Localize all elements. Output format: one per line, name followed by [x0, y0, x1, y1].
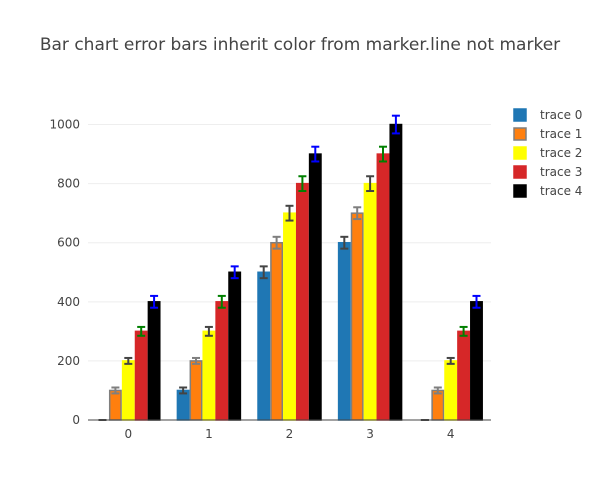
bar [470, 301, 483, 421]
legend-item[interactable]: trace 1 [513, 127, 582, 141]
bars-layer [108, 123, 483, 421]
legend-label: trace 2 [540, 146, 582, 160]
error-bar [137, 325, 146, 337]
error-bar [446, 356, 455, 365]
error-bar [340, 235, 349, 250]
error-bar [204, 325, 213, 337]
legend-item[interactable]: trace 0 [513, 108, 582, 122]
error-bar [353, 206, 362, 221]
error-bar [366, 175, 375, 193]
error-bar [378, 145, 387, 163]
legend-item[interactable]: trace 2 [513, 146, 582, 160]
bar [363, 182, 377, 421]
error-bar [150, 294, 159, 309]
bar [431, 389, 445, 421]
y-tick-label: 0 [72, 413, 80, 427]
error-bar [259, 265, 268, 280]
error-bar [272, 235, 281, 250]
x-tick-label: 4 [447, 427, 455, 441]
y-tick-label: 1000 [49, 118, 80, 132]
bar [444, 360, 458, 421]
bar [308, 153, 322, 421]
bar [295, 182, 309, 421]
error-bar [433, 386, 442, 395]
bar [202, 330, 216, 421]
bar [108, 389, 122, 421]
bar [376, 153, 390, 421]
legend-label: trace 4 [540, 184, 582, 198]
bar [270, 241, 284, 421]
error-bar [192, 356, 201, 365]
x-tick-label: 1 [205, 427, 213, 441]
y-tick-label: 800 [57, 177, 80, 191]
bar [121, 360, 135, 421]
legend-label: trace 0 [540, 108, 582, 122]
x-axis-ticks: 0 1 2 3 4 [124, 427, 454, 441]
error-bar [124, 356, 133, 365]
x-tick-label: 0 [124, 427, 132, 441]
error-bar [111, 386, 120, 395]
bar [189, 360, 203, 421]
bar [350, 212, 364, 421]
bar [389, 123, 403, 421]
y-tick-label: 400 [57, 295, 80, 309]
y-axis-ticks: 0 200 400 600 800 1000 [49, 118, 80, 427]
error-bar [472, 294, 481, 309]
legend-swatch [513, 184, 527, 198]
bar [257, 271, 271, 421]
bar [228, 271, 242, 421]
error-bar [311, 145, 320, 163]
legend-swatch [513, 165, 527, 179]
bar [283, 212, 296, 421]
error-bar [179, 386, 188, 395]
legend-label: trace 3 [540, 165, 582, 179]
bar [176, 389, 190, 421]
error-bar [217, 294, 226, 309]
error-bar [459, 325, 468, 337]
x-tick-label: 3 [366, 427, 374, 441]
bar [134, 330, 148, 421]
x-tick-label: 2 [286, 427, 294, 441]
bar [215, 301, 229, 421]
legend-item[interactable]: trace 3 [513, 165, 582, 179]
legend-swatch [513, 108, 527, 122]
bar [337, 241, 351, 421]
chart-title: Bar chart error bars inherit color from … [40, 35, 560, 55]
error-bar [230, 265, 239, 280]
bar [457, 330, 471, 421]
error-bar [285, 204, 294, 222]
legend-label: trace 1 [540, 127, 582, 141]
bar [147, 301, 161, 421]
y-tick-label: 600 [57, 236, 80, 250]
error-bar [298, 175, 307, 193]
error-bar [391, 114, 400, 135]
legend-swatch [513, 146, 527, 160]
legend-item[interactable]: trace 4 [513, 184, 582, 198]
legend[interactable]: trace 0 trace 1 trace 2 trace 3 trace 4 [513, 108, 582, 198]
legend-swatch [513, 127, 527, 141]
y-tick-label: 200 [57, 354, 80, 368]
